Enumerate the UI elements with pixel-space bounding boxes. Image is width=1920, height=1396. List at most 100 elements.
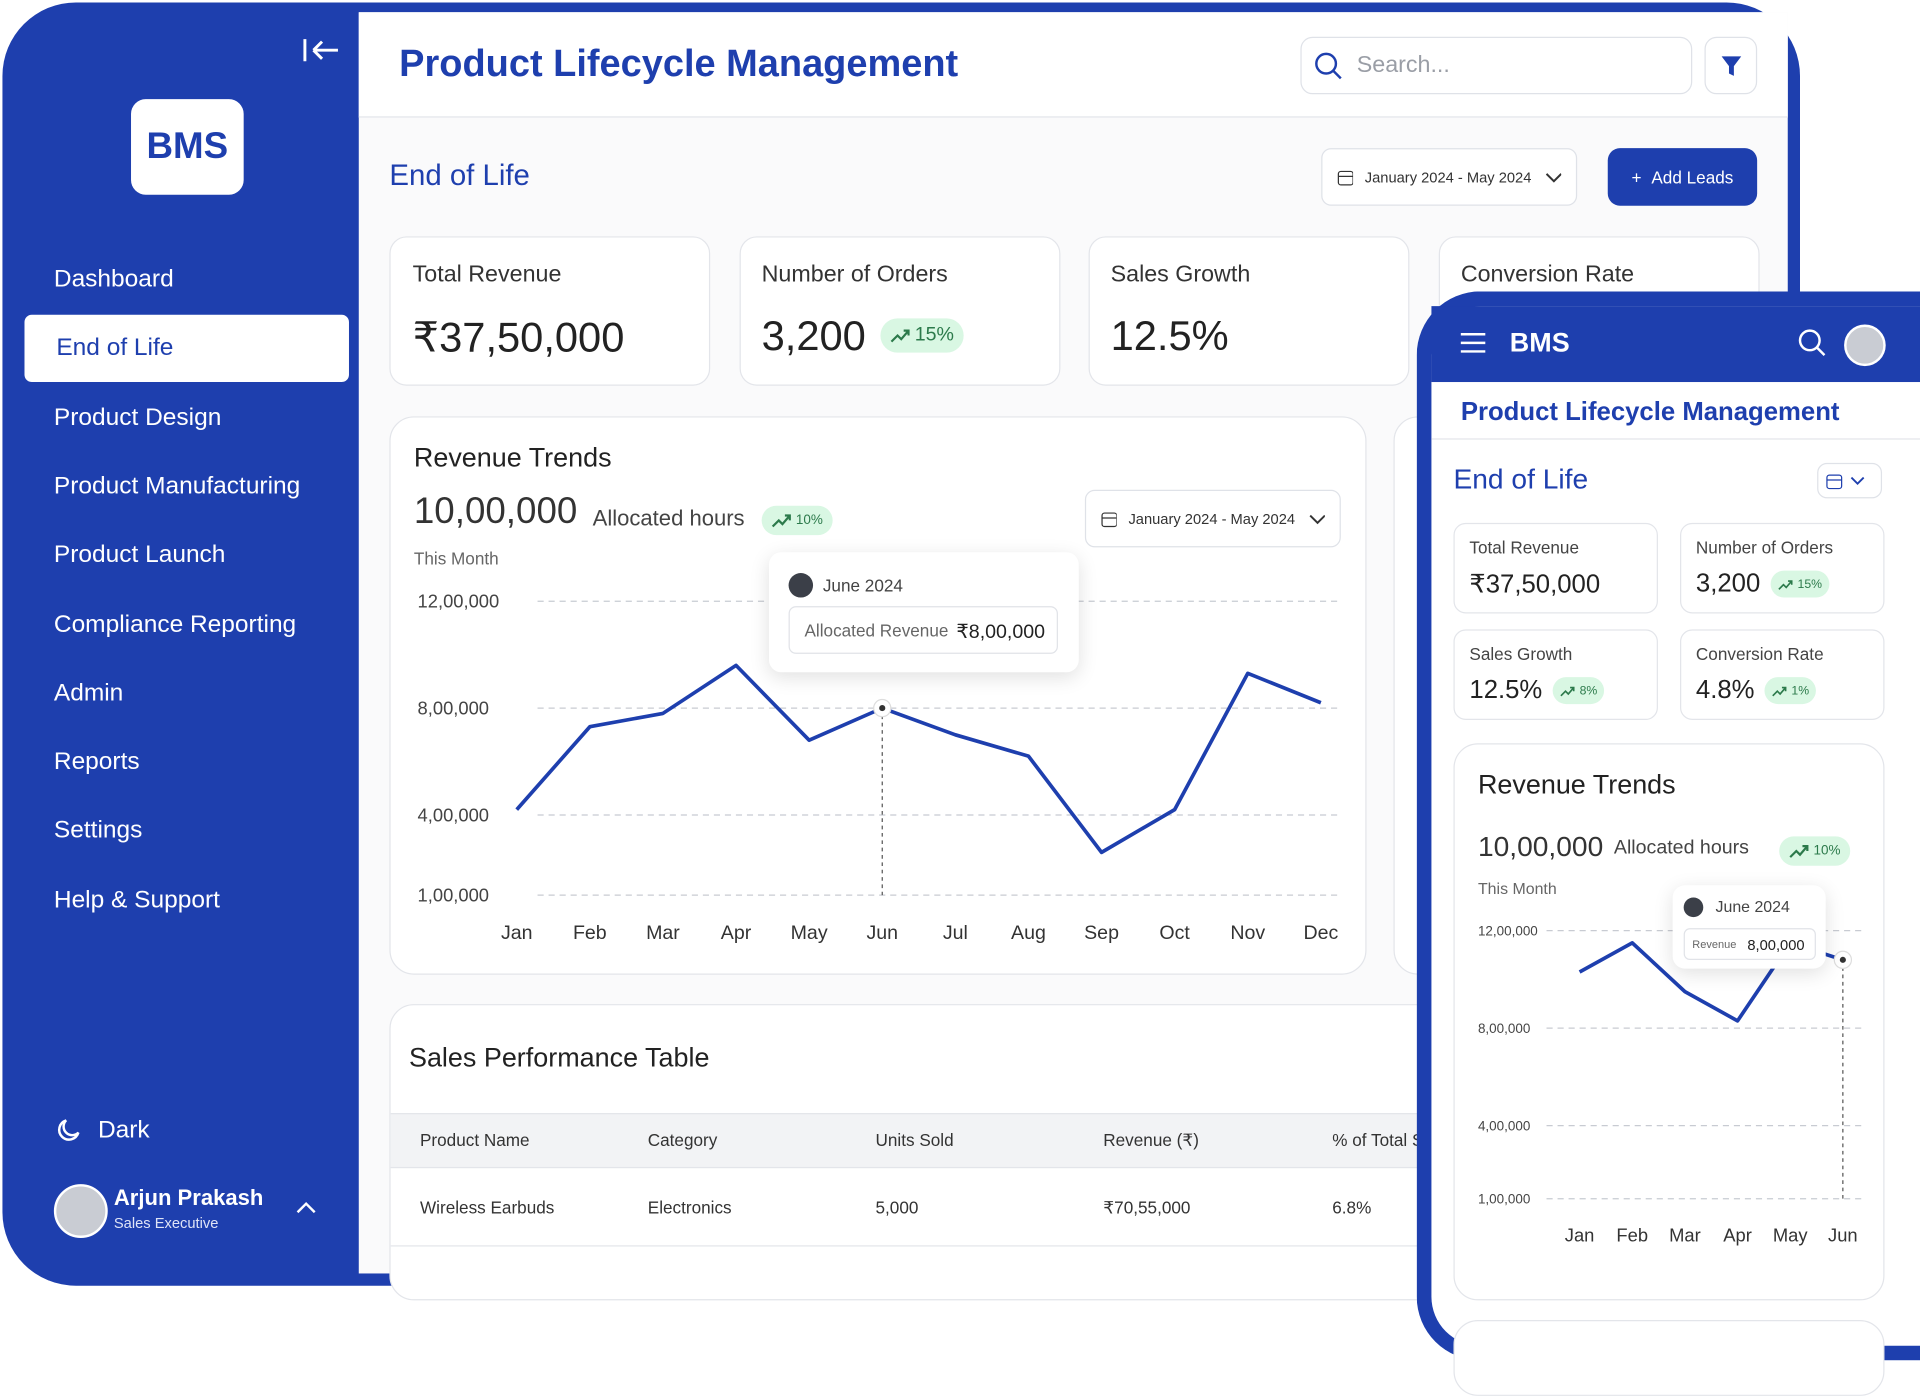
avatar (53, 1184, 108, 1238)
tooltip-box: Revenue 8,00,000 (1683, 928, 1816, 961)
x-tick-label: Jul (943, 922, 968, 944)
nav-item[interactable]: Product Manufacturing (54, 468, 300, 505)
trend-icon (1560, 686, 1575, 696)
x-tick-label: Mar (1669, 1225, 1701, 1246)
trend-icon (1772, 686, 1787, 696)
user-role: Sales Executive (113, 1214, 219, 1232)
plus-icon: + (1631, 167, 1642, 187)
add-leads-label: Add Leads (1651, 167, 1734, 187)
nav-item[interactable]: Product Launch (54, 536, 226, 573)
collapse-icon[interactable] (301, 37, 340, 64)
nav-item[interactable]: Dashboard (54, 261, 174, 298)
y-tick-label: 12,00,000 (418, 591, 500, 612)
x-tick-label: Oct (1159, 922, 1190, 944)
nav-label: Product Manufacturing (53, 472, 301, 499)
kpi-value: ₹37,50,000 (1469, 570, 1601, 599)
search-icon (1315, 52, 1342, 80)
table-title: Sales Performance Table (408, 1042, 710, 1073)
kpi-badge-text: 15% (914, 324, 954, 346)
trend-icon (1789, 845, 1809, 858)
x-tick-label: May (791, 922, 828, 944)
mobile-date-button[interactable] (1817, 462, 1883, 499)
x-tick-label: Mar (646, 922, 680, 944)
kpi-label: Number of Orders (1695, 537, 1834, 558)
column-header: Revenue (₹) (1103, 1130, 1199, 1150)
add-leads-button[interactable]: + Add Leads (1607, 148, 1758, 206)
chevron-icon (1850, 476, 1865, 485)
trend-badge-text: 10% (1813, 843, 1841, 859)
trend-badge-text: 10% (795, 513, 823, 528)
tooltip-icon (788, 573, 814, 598)
table-cell: Wireless Earbuds (420, 1197, 555, 1218)
mobile-top-bar (1431, 306, 1920, 383)
date-range-text: January 2024 - May 2024 (1364, 168, 1532, 186)
trend-icon (771, 514, 791, 528)
chart-date-dropdown[interactable]: January 2024 - May 2024 (1084, 489, 1341, 548)
nav-item[interactable]: Admin (54, 675, 123, 712)
kpi-value: 12.5% (1469, 675, 1543, 705)
kpi-badge: 8% (1552, 677, 1605, 705)
kpi-badge: 15% (1770, 570, 1830, 598)
nav-label: Reports (53, 747, 140, 775)
theme-toggle[interactable]: Dark (54, 1112, 150, 1149)
nav-item[interactable]: Reports (54, 743, 140, 780)
mobile-kpi-card: Number of Orders 3,200 15% (1680, 522, 1885, 614)
nav-item[interactable]: Product Design (54, 399, 221, 436)
nav-label: Dashboard (53, 265, 174, 293)
chevron-icon (1545, 172, 1562, 182)
total-label: Allocated hours (1613, 837, 1749, 859)
x-tick-label: Jun (866, 922, 898, 944)
nav-item[interactable]: End of Life (56, 329, 173, 366)
column-header: Product Name (420, 1130, 530, 1150)
kpi-badge-text: 8% (1579, 683, 1598, 698)
filter-icon (1721, 56, 1742, 76)
tooltip-label: Revenue (1692, 937, 1737, 951)
mobile-kpi-card: Total Revenue ₹37,50,000 (1453, 522, 1658, 614)
calendar-icon (1826, 473, 1843, 489)
kpi-card: Total Revenue ₹37,50,000 (389, 236, 711, 386)
logo: BMS (131, 99, 244, 195)
x-tick-label: Apr (721, 922, 752, 944)
x-tick-label: Jan (1565, 1225, 1595, 1246)
date-range-dropdown[interactable]: January 2024 - May 2024 (1321, 148, 1578, 206)
menu-icon[interactable] (1460, 332, 1487, 354)
nav-item[interactable]: Compliance Reporting (54, 606, 296, 643)
nav-item[interactable]: Help & Support (54, 882, 220, 919)
nav-item[interactable]: Settings (54, 812, 142, 849)
table-cell: 6.8% (1332, 1197, 1372, 1218)
x-tick-label: Sep (1084, 922, 1119, 944)
x-tick-label: Feb (573, 922, 607, 944)
kpi-label: Sales Growth (1469, 644, 1573, 664)
mobile-search-icon[interactable] (1798, 328, 1827, 357)
nav-label: Help & Support (53, 885, 220, 913)
mobile-avatar[interactable] (1844, 324, 1886, 367)
tooltip-value: ₹8,00,000 (956, 622, 1046, 643)
tooltip-label: Allocated Revenue (804, 620, 949, 641)
kpi-label: Sales Growth (1110, 262, 1251, 288)
kpi-value: 3,200 (761, 313, 866, 361)
hover-point-core (1839, 956, 1846, 963)
mobile-section-title: End of Life (1453, 462, 1589, 495)
user-name: Arjun Prakash (113, 1185, 264, 1210)
search-box[interactable]: Search... (1300, 36, 1693, 95)
y-tick-label: 1,00,000 (1478, 1191, 1530, 1206)
x-tick-label: Nov (1230, 922, 1265, 944)
y-tick-label: 8,00,000 (418, 698, 489, 719)
mobile-kpi-card: Conversion Rate 4.8% 1% (1680, 629, 1885, 721)
column-header: Units Sold (875, 1130, 954, 1150)
trend-icon (890, 329, 910, 343)
divider (1431, 438, 1920, 440)
kpi-value: 12.5% (1110, 313, 1229, 361)
table-card: Sales Performance Table Product Name Cate… (389, 1004, 1445, 1301)
nav-label: Product Design (53, 403, 222, 431)
chevron-icon (1309, 514, 1325, 524)
user-menu-chevron[interactable] (295, 1200, 317, 1215)
x-tick-label: Apr (1723, 1225, 1752, 1246)
kpi-badge: 15% (880, 318, 964, 353)
kpi-label: Total Revenue (412, 262, 562, 288)
filter-button[interactable] (1704, 36, 1758, 95)
table-cell: 5,000 (875, 1197, 919, 1218)
calendar-icon (1101, 511, 1117, 527)
y-tick-label: 1,00,000 (418, 885, 489, 906)
